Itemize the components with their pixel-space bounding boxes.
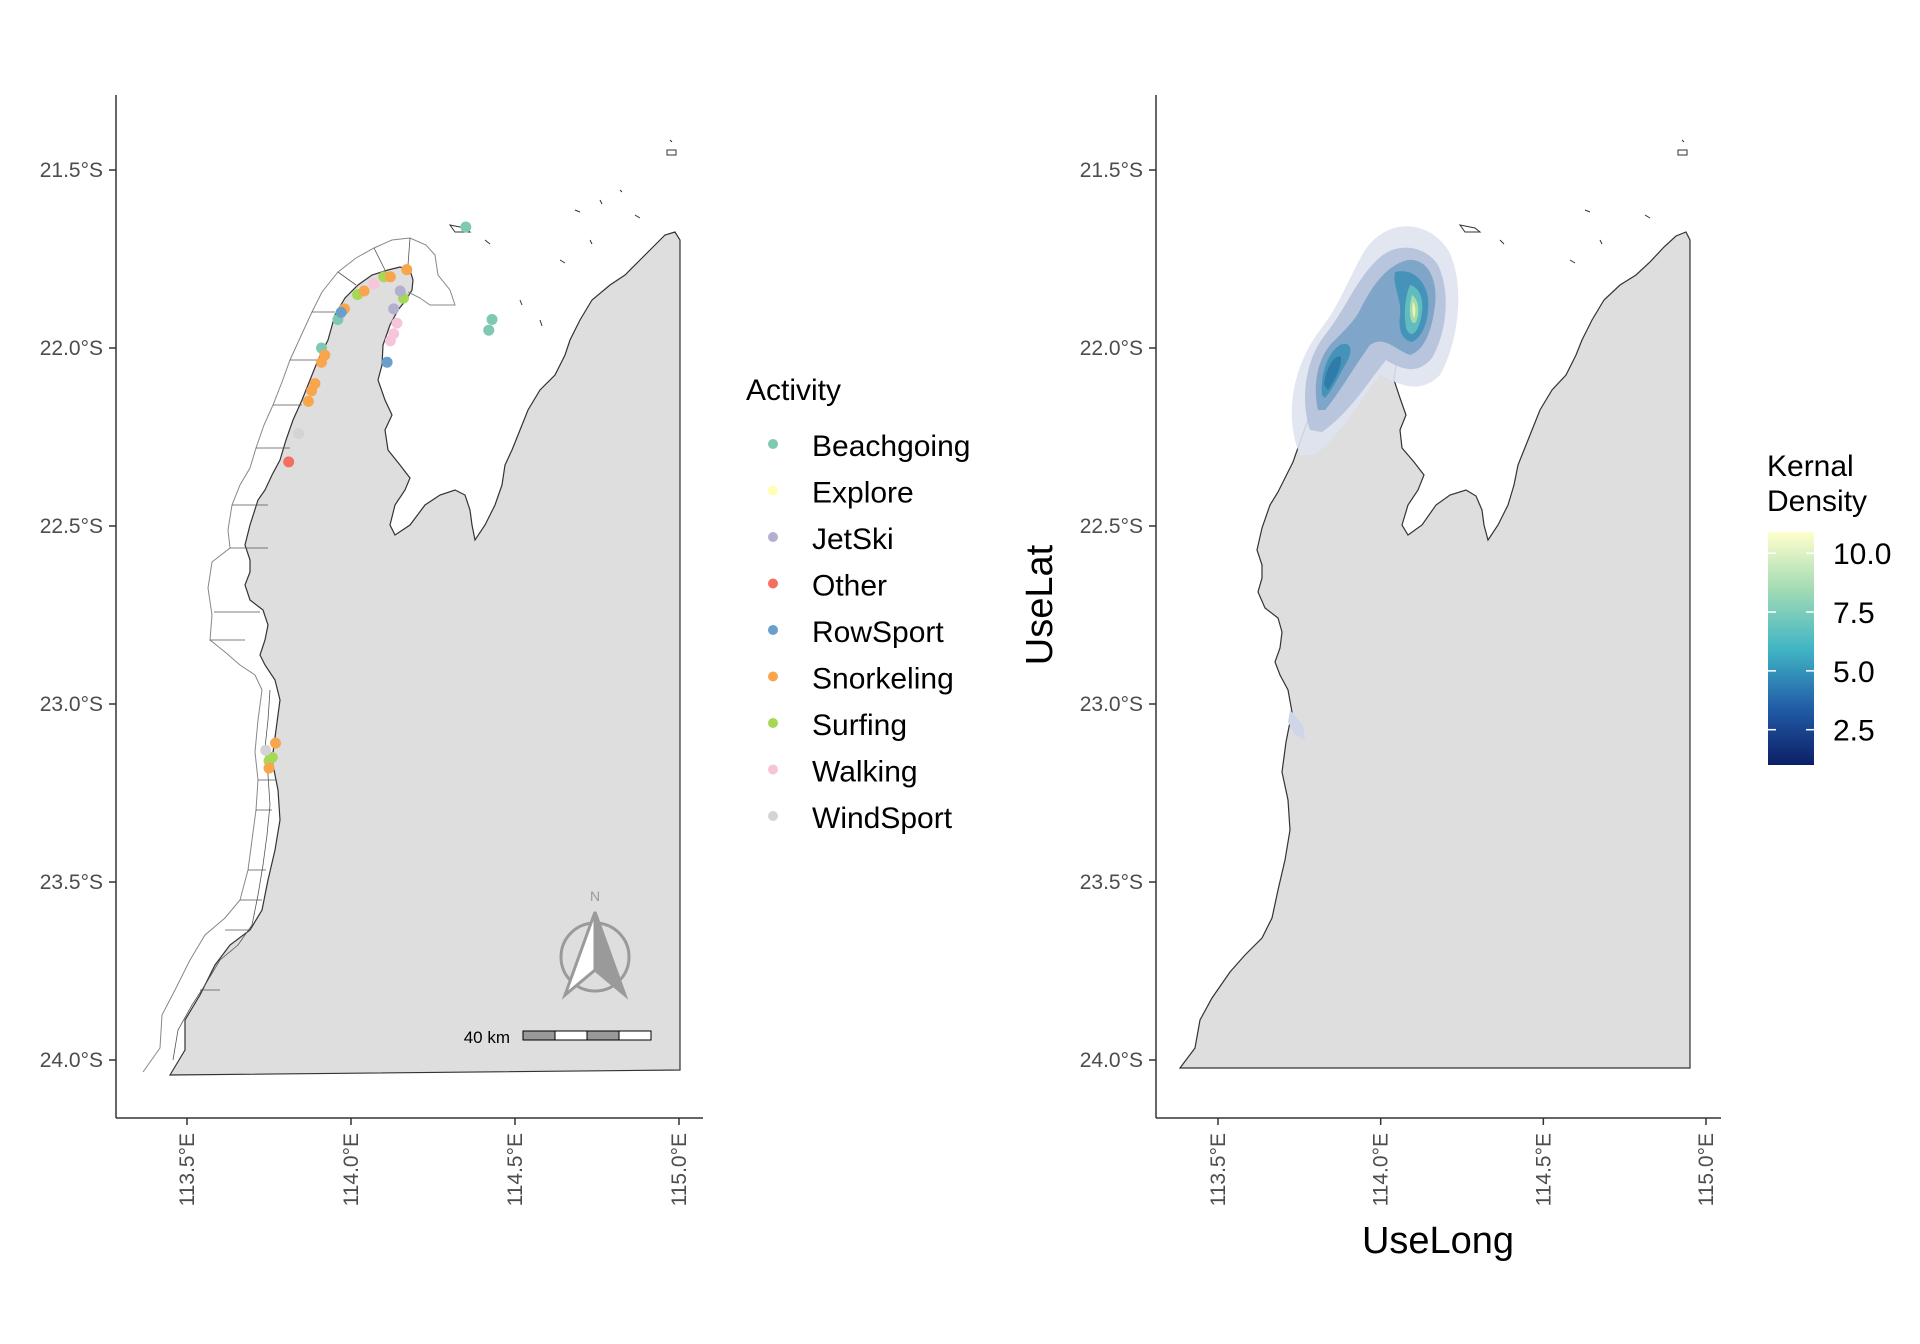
right-x-tick-label: 114.5°E: [1532, 1133, 1555, 1206]
right-y-tick-label: 24.0°S: [1080, 1049, 1143, 1072]
density-legend: Kernal Density 10.0 7.5 5.0 2.5: [1767, 450, 1891, 765]
legend-swatch-walking: [768, 765, 778, 775]
right-x-tick-label: 113.5°E: [1207, 1133, 1230, 1206]
colorbar-tick-label: 2.5: [1833, 715, 1875, 748]
right-y-tick-label: 21.5°S: [1080, 159, 1143, 182]
colorbar-tick-label: 10.0: [1833, 538, 1891, 571]
activity-point-rowsport: [336, 307, 347, 318]
activity-point-windsport: [260, 745, 271, 756]
north-arrow-label: N: [590, 888, 600, 904]
activity-point-walking: [368, 278, 379, 289]
activity-point-snorkeling: [264, 763, 275, 774]
legend-swatch-other: [768, 579, 778, 589]
right-y-tick-label: 23.0°S: [1080, 693, 1143, 716]
scale-bar-seg-3: [587, 1031, 619, 1040]
right-x-tick-label: 115.0°E: [1695, 1133, 1718, 1206]
density-legend-title-line2: Density: [1767, 485, 1867, 518]
left-y-tick-label: 23.5°S: [40, 871, 103, 894]
left-x-tick-label: 113.5°E: [176, 1133, 199, 1206]
colorbar-tick-label: 7.5: [1833, 597, 1875, 630]
activity-point-beachgoing: [487, 314, 498, 325]
activity-point-snorkeling: [316, 357, 327, 368]
legend-label-explore: Explore: [812, 477, 914, 510]
island-cluster-right: [1460, 140, 1687, 263]
activity-point-rowsport: [382, 357, 393, 368]
colorbar-tick-label: 5.0: [1833, 656, 1875, 689]
left-y-tick-label: 21.5°S: [40, 159, 103, 182]
right-y-tick-label: 22.0°S: [1080, 337, 1143, 360]
scale-bar-seg-2: [555, 1031, 587, 1040]
activity-point-walking: [391, 318, 402, 329]
activity-point-windsport: [293, 428, 304, 439]
left-y-tick-label: 23.0°S: [40, 693, 103, 716]
left-x-tick-label: 115.0°E: [668, 1133, 691, 1206]
legend-swatch-surfing: [768, 718, 778, 728]
scale-bar-label: 40 km: [464, 1028, 510, 1047]
right-x-ticks: 113.5°E 114.0°E 114.5°E 115.0°E: [1207, 1118, 1718, 1206]
activity-point-beachgoing: [483, 325, 494, 336]
legend-swatch-rowsport: [768, 625, 778, 635]
legend-label-beachgoing: Beachgoing: [812, 430, 970, 463]
activity-point-snorkeling: [270, 738, 281, 749]
activity-point-walking: [385, 335, 396, 346]
activity-point-snorkeling: [385, 271, 396, 282]
left-y-ticks: 21.5°S 22.0°S 22.5°S 23.0°S 23.5°S 24.0°S: [40, 159, 116, 1072]
right-x-tick-label: 114.0°E: [1370, 1133, 1393, 1206]
legend-swatch-explore: [768, 486, 778, 496]
activity-legend-title: Activity: [746, 374, 841, 407]
legend-label-surfing: Surfing: [812, 709, 907, 742]
left-x-tick-label: 114.5°E: [504, 1133, 527, 1206]
y-axis-title: UseLat: [1019, 544, 1061, 665]
scale-bar-seg-1: [523, 1031, 555, 1040]
legend-label-walking: Walking: [812, 756, 918, 789]
legend-label-windsport: WindSport: [812, 802, 953, 835]
x-axis-title: UseLong: [1362, 1220, 1514, 1262]
activity-point-other: [283, 456, 294, 467]
right-y-tick-label: 23.5°S: [1080, 871, 1143, 894]
left-x-tick-label: 114.0°E: [340, 1133, 363, 1206]
legend-label-jetski: JetSki: [812, 523, 894, 556]
right-map-panel: 21.5°S 22.0°S 22.5°S 23.0°S 23.5°S 24.0°S 113…: [1019, 95, 1891, 1262]
left-x-ticks: 113.5°E 114.0°E 114.5°E 115.0°E: [176, 1118, 691, 1206]
activity-point-snorkeling: [306, 385, 317, 396]
activity-point-snorkeling: [401, 264, 412, 275]
left-y-tick-label: 22.5°S: [40, 515, 103, 538]
legend-label-rowsport: RowSport: [812, 616, 944, 649]
activity-legend: Activity Beachgoing Explore JetSki Other Row…: [746, 374, 970, 835]
left-y-tick-label: 24.0°S: [40, 1049, 103, 1072]
activity-point-jetski: [395, 286, 406, 297]
activity-point-snorkeling: [359, 286, 370, 297]
legend-label-other: Other: [812, 570, 887, 603]
left-map-panel: 21.5°S 22.0°S 22.5°S 23.0°S 23.5°S 24.0°S 113…: [40, 95, 971, 1206]
legend-swatch-jetski: [768, 532, 778, 542]
right-y-ticks: 21.5°S 22.0°S 22.5°S 23.0°S 23.5°S 24.0°S: [1080, 159, 1156, 1072]
legend-swatch-windsport: [768, 811, 778, 821]
activity-point-beachgoing: [460, 221, 471, 232]
legend-swatch-snorkeling: [768, 672, 778, 682]
density-legend-title-line1: Kernal: [1767, 450, 1854, 483]
right-y-tick-label: 22.5°S: [1080, 515, 1143, 538]
scale-bar-seg-4: [619, 1031, 651, 1040]
activity-legend-items: Beachgoing Explore JetSki Other RowSport Snor…: [768, 430, 970, 835]
activity-point-jetski: [388, 303, 399, 314]
legend-swatch-beachgoing: [768, 439, 778, 449]
activity-point-snorkeling: [303, 396, 314, 407]
left-y-tick-label: 22.0°S: [40, 337, 103, 360]
legend-label-snorkeling: Snorkeling: [812, 663, 954, 696]
